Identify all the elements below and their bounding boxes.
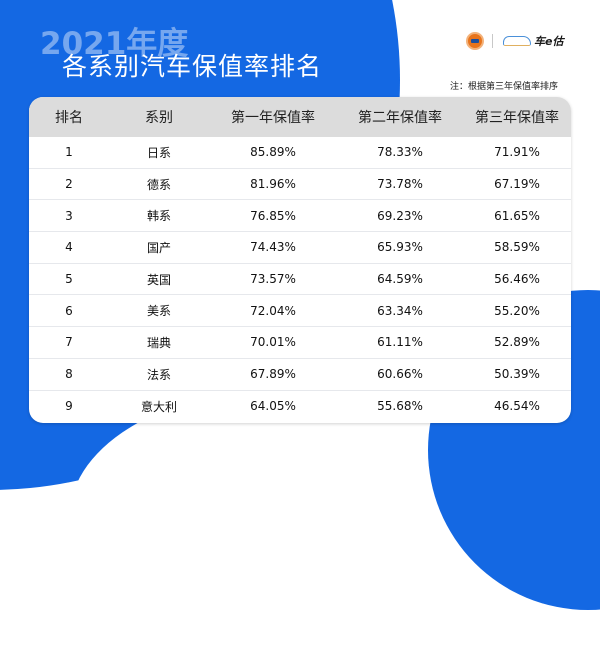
- cell-series: 德系: [146, 177, 171, 192]
- year-label: 2021年度: [40, 26, 189, 62]
- table-row: 4 国产 74.43% 65.93% 58.59%: [29, 232, 571, 264]
- logo-divider: [492, 34, 493, 48]
- cell-series: 英国: [146, 272, 171, 287]
- cell-rank: 3: [65, 208, 73, 223]
- table-body: 1 日系 85.89% 78.33% 71.91% 2 德系 81.96% 73.78% 67.1…: [29, 137, 571, 422]
- cell-series: 法系: [146, 367, 171, 382]
- cell-year2-rate: 69.23%: [377, 208, 423, 223]
- cell-rank: 5: [65, 272, 73, 287]
- cell-year1-rate: 85.89%: [250, 145, 296, 160]
- cell-rank: 2: [65, 177, 73, 192]
- cell-year2-rate: 73.78%: [377, 177, 423, 192]
- table-row: 5 英国 73.57% 64.59% 56.46%: [29, 264, 571, 296]
- cell-year3-rate: 52.89%: [494, 335, 540, 350]
- cell-year3-rate: 58.59%: [494, 240, 540, 255]
- cell-year1-rate: 73.57%: [250, 272, 296, 287]
- cell-year3-rate: 46.54%: [494, 399, 540, 414]
- cell-year1-rate: 67.89%: [250, 367, 296, 382]
- table-header: 排名 系别 第一年保值率 第二年保值率 第三年保值率: [29, 97, 571, 137]
- cell-rank: 4: [65, 240, 73, 255]
- column-header-rank: 排名: [55, 110, 83, 126]
- cell-rank: 7: [65, 335, 73, 350]
- cell-year2-rate: 60.66%: [377, 367, 423, 382]
- table-row: 8 法系 67.89% 60.66% 50.39%: [29, 359, 571, 391]
- cell-rank: 6: [65, 303, 73, 318]
- ranking-table: 排名 系别 第一年保值率 第二年保值率 第三年保值率 1 日系 85.89% 78.3…: [29, 97, 571, 423]
- cell-year3-rate: 61.65%: [494, 208, 540, 223]
- cell-series: 意大利: [140, 399, 177, 414]
- cell-series: 瑞典: [146, 335, 171, 350]
- cell-year2-rate: 64.59%: [377, 272, 423, 287]
- column-header-year1: 第一年保值率: [231, 110, 315, 126]
- cell-year2-rate: 55.68%: [377, 399, 423, 414]
- brand-name: 车e估: [534, 35, 564, 48]
- cell-year1-rate: 64.05%: [250, 399, 296, 414]
- table-row: 1 日系 85.89% 78.33% 71.91%: [29, 137, 571, 169]
- logo-bar: 车e估: [466, 29, 563, 53]
- cell-year3-rate: 67.19%: [494, 177, 540, 192]
- cell-series: 韩系: [146, 209, 171, 224]
- cell-year1-rate: 74.43%: [250, 240, 296, 255]
- car-logo-icon: [503, 36, 531, 46]
- table-row: 3 韩系 76.85% 69.23% 61.65%: [29, 200, 571, 233]
- cell-series: 日系: [146, 145, 171, 160]
- cell-rank: 8: [65, 367, 73, 382]
- column-header-series: 系别: [145, 110, 173, 126]
- cell-rank: 9: [65, 399, 73, 414]
- column-header-year2: 第二年保值率: [358, 110, 442, 126]
- cell-rank: 1: [65, 145, 73, 160]
- sort-note: 注：根据第三年保值率排序: [450, 82, 559, 92]
- cadcc-logo-icon: [466, 32, 484, 50]
- cell-year1-rate: 76.85%: [250, 208, 296, 223]
- table-row: 6 美系 72.04% 63.34% 55.20%: [29, 295, 571, 328]
- cell-year3-rate: 50.39%: [494, 367, 540, 382]
- cell-year2-rate: 61.11%: [377, 335, 423, 350]
- table-row: 2 德系 81.96% 73.78% 67.19%: [29, 169, 571, 201]
- cell-year3-rate: 71.91%: [494, 145, 540, 160]
- cell-year3-rate: 56.46%: [494, 272, 540, 287]
- column-header-year3: 第三年保值率: [475, 110, 559, 126]
- cell-year3-rate: 55.20%: [494, 303, 540, 318]
- cell-year1-rate: 70.01%: [250, 335, 296, 350]
- cell-series: 国产: [146, 240, 171, 255]
- page-title: 各系别汽车保值率排名: [62, 52, 323, 81]
- cell-year2-rate: 65.93%: [377, 240, 423, 255]
- cell-year2-rate: 63.34%: [377, 303, 423, 318]
- cell-year1-rate: 72.04%: [250, 303, 296, 318]
- cell-series: 美系: [146, 304, 171, 319]
- table-row: 7 瑞典 70.01% 61.11% 52.89%: [29, 327, 571, 359]
- cell-year2-rate: 78.33%: [377, 145, 423, 160]
- table-row: 9 意大利 64.05% 55.68% 46.54%: [29, 391, 571, 423]
- cell-year1-rate: 81.96%: [250, 177, 296, 192]
